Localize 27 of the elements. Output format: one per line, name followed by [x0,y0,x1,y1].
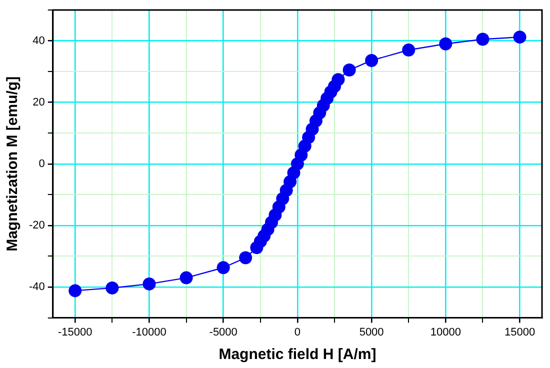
point [342,64,356,77]
y-tick-label: 40 [32,34,45,47]
point [402,44,416,57]
x-tick-label: 15000 [504,326,536,338]
x-tick-label: 0 [294,326,301,338]
point [68,284,82,298]
x-tick-label: 10000 [430,326,461,338]
y-tick-label: -20 [28,219,45,232]
x-tick-label: -10000 [132,326,166,338]
x-axis-title: Magnetic field H [A/m] [218,346,376,364]
point [180,271,193,284]
y-tick-label: 0 [38,158,45,170]
y-tick-label: 20 [32,96,45,108]
y-axis-title: Magnetization M [emu/g] [4,76,22,252]
point [239,251,252,264]
point [513,30,526,44]
point [142,277,156,290]
point [106,281,119,294]
x-tick-label: 5000 [359,326,384,338]
x-tick-label: -15000 [58,326,92,338]
point [216,261,230,274]
point [476,32,490,46]
y-tick-label: -40 [28,281,45,294]
point [439,37,452,50]
point [332,73,345,86]
x-tick-label: -5000 [209,326,238,338]
point [365,54,378,67]
